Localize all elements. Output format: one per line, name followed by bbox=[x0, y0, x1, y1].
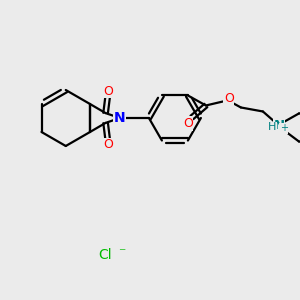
Text: O: O bbox=[104, 138, 113, 152]
Text: Cl: Cl bbox=[98, 248, 112, 262]
Text: O: O bbox=[224, 92, 234, 105]
Text: N: N bbox=[273, 119, 284, 132]
Text: +: + bbox=[280, 124, 288, 134]
Text: H: H bbox=[268, 122, 276, 133]
Text: O: O bbox=[104, 85, 113, 98]
Text: ⁻: ⁻ bbox=[118, 246, 126, 260]
Text: N: N bbox=[114, 111, 126, 125]
Text: O: O bbox=[183, 117, 193, 130]
